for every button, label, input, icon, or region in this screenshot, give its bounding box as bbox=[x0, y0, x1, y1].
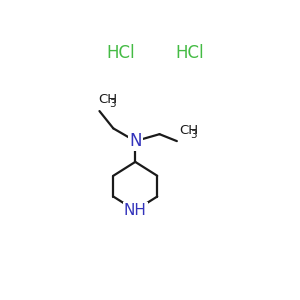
Text: CH: CH bbox=[98, 93, 117, 106]
Text: HCl: HCl bbox=[106, 44, 135, 62]
Text: 3: 3 bbox=[190, 130, 197, 140]
Text: 3: 3 bbox=[109, 99, 115, 109]
Text: N: N bbox=[129, 132, 142, 150]
Text: CH: CH bbox=[180, 124, 199, 137]
Text: NH: NH bbox=[124, 203, 147, 218]
Text: HCl: HCl bbox=[175, 44, 204, 62]
